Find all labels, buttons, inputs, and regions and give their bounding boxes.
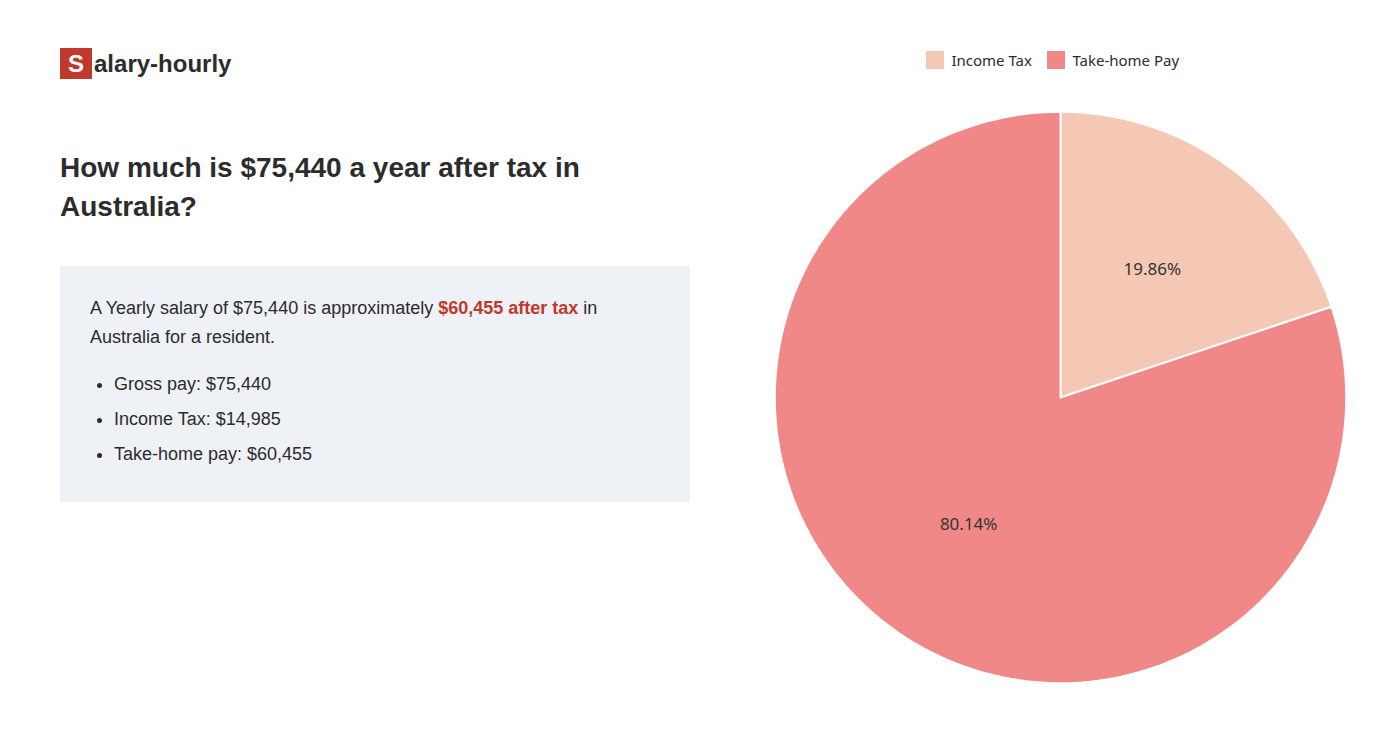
html-text:Income Tax: $14,985: Income Tax: $14,985 <box>114 408 281 429</box>
html-text:How much is $75,440 a year aft: How much is $75,440 a year after tax in … <box>60 152 580 223</box>
html-text:Gross pay: $75,440: Gross pay: $75,440 <box>114 374 272 394</box>
html-text:alary-hourly: alary-hourly <box>94 50 232 77</box>
html-text:Income Tax: Income Tax <box>951 50 1032 70</box>
svg-text:80.14%: 80.14% <box>940 512 998 535</box>
html-text:S: S <box>68 50 84 77</box>
html-text:A Yearly salary of $75,440 is: A Yearly salary of $75,440 is approximat… <box>90 298 598 348</box>
svg-text:19.86%: 19.86% <box>1124 257 1182 280</box>
html-text:Take-home Pay: Take-home Pay <box>1072 50 1180 70</box>
html-text:Take-home pay: $60,455: Take-home pay: $60,455 <box>114 443 313 464</box>
